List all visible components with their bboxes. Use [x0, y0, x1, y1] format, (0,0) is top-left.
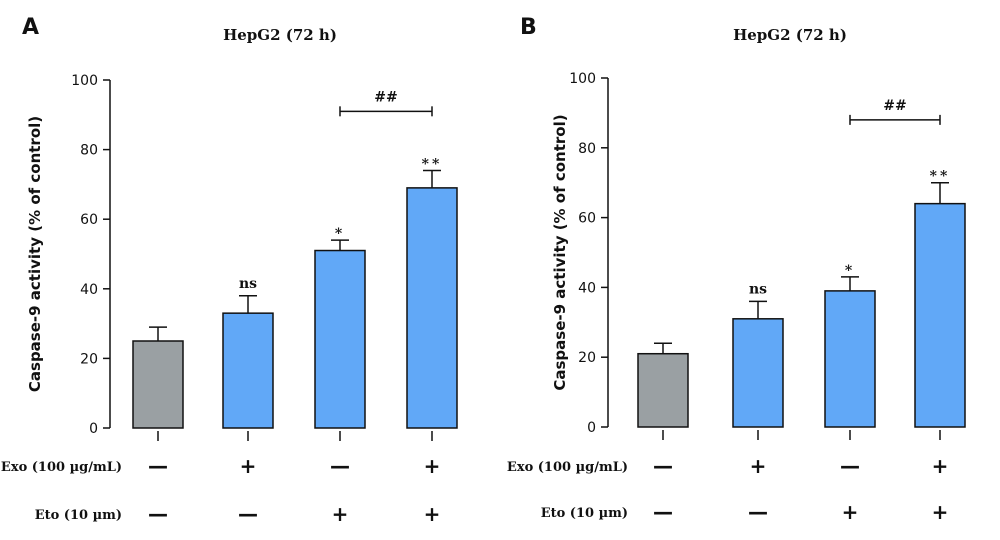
treatment-sign: — [330, 454, 350, 478]
treatment-sign: + [424, 502, 441, 526]
y-axis-label: Caspase-9 activity (% of control) [26, 116, 44, 392]
y-tick-label: 0 [587, 420, 596, 436]
significance-label-3: * [335, 226, 345, 242]
treatment-sign: — [148, 502, 168, 526]
significance-label-3: * [845, 263, 855, 279]
significance-label-4: ** [422, 156, 443, 172]
bar-4 [914, 202, 966, 428]
y-tick-label: 20 [80, 351, 98, 367]
treatment-sign: + [424, 454, 441, 478]
treatment-label: Exo (100 µg/mL) [507, 460, 628, 475]
y-tick-label: 60 [578, 211, 596, 227]
y-tick-label: 80 [578, 141, 596, 157]
bar-4 [406, 187, 458, 429]
bar-3 [824, 290, 876, 428]
treatment-sign: + [842, 500, 859, 524]
y-tick-label: 40 [80, 282, 98, 298]
chart-panel-b: B HepG2 (72 h) 0 20 40 60 80 100 Caspase-9 activ… [507, 15, 966, 524]
bar-3 [314, 249, 366, 429]
y-tick-label: 20 [578, 350, 596, 366]
panel-label: A [22, 15, 39, 40]
treatment-sign: — [840, 454, 860, 478]
chart-panel-a: A HepG2 (72 h) 0 20 40 60 80 100 Caspase-9 activ… [1, 15, 458, 526]
bracket-label: ## [374, 89, 397, 105]
treatment-sign: + [932, 500, 949, 524]
bar-1 [132, 340, 184, 429]
bar-2 [732, 318, 784, 428]
panel-label: B [520, 15, 537, 40]
bar-1 [637, 352, 689, 428]
y-tick-label: 60 [80, 212, 98, 228]
treatment-sign: + [332, 502, 349, 526]
significance-label-2: ns [239, 276, 257, 292]
chart-title: HepG2 (72 h) [733, 26, 847, 44]
y-tick-label: 80 [80, 143, 98, 159]
treatment-sign: — [653, 500, 673, 524]
treatment-sign: + [750, 454, 767, 478]
treatment-sign: + [240, 454, 257, 478]
treatment-sign: — [238, 502, 258, 526]
significance-label-4: ** [930, 169, 951, 185]
bracket-label: ## [883, 98, 906, 114]
treatment-sign: + [932, 454, 949, 478]
treatment-label: Exo (100 µg/mL) [1, 460, 122, 475]
treatment-label: Eto (10 µm) [35, 508, 122, 523]
y-tick-label: 0 [89, 421, 98, 437]
chart-title: HepG2 (72 h) [223, 26, 337, 44]
treatment-sign: — [653, 454, 673, 478]
y-tick-label: 40 [578, 280, 596, 296]
bar-2 [222, 312, 274, 429]
treatment-sign: — [148, 454, 168, 478]
significance-label-2: ns [749, 281, 767, 297]
treatment-label: Eto (10 µm) [541, 506, 628, 521]
y-tick-label: 100 [569, 71, 596, 87]
y-axis-label: Caspase-9 activity (% of control) [551, 114, 569, 390]
treatment-sign: — [748, 500, 768, 524]
y-tick-label: 100 [71, 73, 98, 89]
